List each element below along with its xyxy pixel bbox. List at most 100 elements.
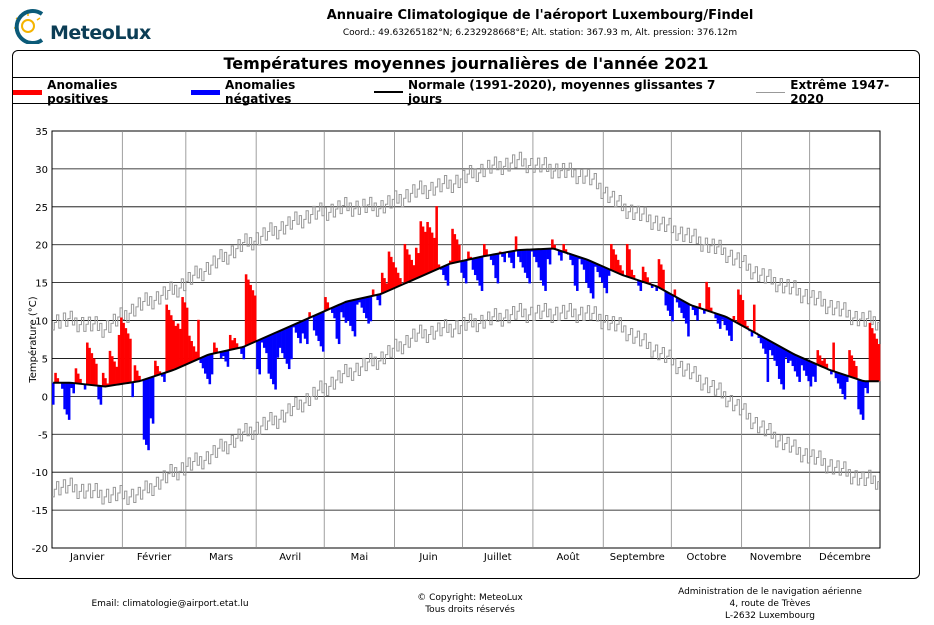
anomaly-bar-negative	[342, 302, 345, 318]
anomaly-bar-negative	[489, 254, 493, 260]
anomaly-bar-positive	[852, 360, 856, 378]
anomaly-bar-negative	[285, 327, 289, 364]
anomaly-bar-negative	[789, 352, 792, 361]
anomaly-bar-positive	[410, 259, 413, 281]
anomaly-bar-negative	[605, 268, 609, 294]
anomaly-bar-positive	[625, 243, 629, 277]
anomaly-bar-positive	[133, 365, 137, 382]
anomaly-bar-negative	[573, 255, 577, 286]
anomaly-bar-negative	[569, 254, 572, 260]
anomaly-bar-negative	[321, 311, 325, 352]
anomaly-bar-negative	[72, 383, 75, 394]
anomaly-bar-positive	[673, 289, 677, 297]
anomaly-bar-positive	[630, 269, 634, 279]
anomaly-bar-negative	[444, 265, 448, 281]
anomaly-bar-positive	[380, 272, 384, 294]
anomaly-bar-positive	[56, 378, 60, 383]
anomaly-bar-negative	[768, 340, 772, 351]
anomaly-bar-negative	[492, 254, 495, 266]
anomaly-bar-negative	[807, 360, 810, 382]
anomaly-bar-positive	[122, 322, 125, 384]
chart-frame: Températures moyennes journalières de l'…	[12, 50, 920, 579]
anomaly-bar-negative	[571, 254, 575, 266]
anomaly-bar-positive	[104, 378, 107, 387]
anomaly-bar-positive	[821, 360, 824, 367]
anomaly-bar-negative	[265, 336, 268, 354]
anomaly-bar-positive	[421, 226, 425, 276]
anomaly-bar-negative	[206, 355, 209, 379]
anomaly-bar-negative	[163, 372, 166, 382]
anomaly-bar-positive	[117, 334, 121, 385]
anomaly-bar-positive	[247, 279, 250, 345]
anomaly-bar-positive	[124, 328, 128, 384]
anomaly-bar-negative	[864, 381, 867, 389]
anomaly-bar-negative	[283, 328, 286, 359]
anomaly-bar-negative	[462, 260, 466, 279]
anomaly-bar-positive	[188, 335, 191, 364]
anomaly-bar-negative	[607, 269, 611, 276]
anomaly-bar-positive	[165, 304, 168, 373]
anomaly-bar-negative	[349, 300, 352, 326]
extreme-min-line	[52, 302, 880, 505]
anomaly-bar-negative	[730, 319, 733, 342]
chart-legend: Anomalies positives Anomalies négatives …	[13, 78, 919, 106]
anomaly-bar-positive	[387, 251, 391, 291]
anomaly-bar-negative	[603, 267, 606, 288]
anomaly-bar-negative	[337, 304, 341, 345]
y-tick-label: -10	[32, 468, 48, 479]
anomaly-bar-negative	[757, 334, 761, 338]
anomaly-bar-negative	[762, 337, 765, 349]
anomaly-bar-negative	[61, 382, 64, 389]
legend-label: Anomalies positives	[47, 78, 118, 106]
anomaly-bar-negative	[260, 338, 264, 343]
anomaly-bar-positive	[698, 303, 702, 309]
anomaly-bar-positive	[610, 243, 613, 271]
anomaly-bar-positive	[179, 328, 182, 368]
anomaly-bar-negative	[52, 382, 55, 405]
anomaly-bar-positive	[95, 363, 98, 386]
anomaly-bar-negative	[494, 254, 497, 279]
anomaly-bar-negative	[675, 297, 679, 303]
anomaly-bar-negative	[224, 350, 227, 362]
anomaly-bar-positive	[396, 272, 400, 287]
anomaly-bar-negative	[519, 249, 522, 263]
address-line: Administration de le navigation aérienne	[678, 587, 862, 597]
anomaly-bar-positive	[632, 275, 636, 279]
anomaly-bar-positive	[614, 254, 618, 273]
anomaly-bar-negative	[63, 382, 66, 410]
anomaly-bar-negative	[242, 346, 246, 360]
anomaly-bar-negative	[319, 312, 323, 347]
anomaly-bar-positive	[644, 272, 647, 283]
anomaly-bar-negative	[464, 260, 468, 284]
anomaly-bar-positive	[709, 307, 713, 312]
anomaly-bar-positive	[244, 274, 248, 346]
anomaly-bar-negative	[548, 248, 552, 265]
anomaly-bar-positive	[437, 264, 441, 269]
footer-copyright: © Copyright: MeteoLux Tous droits réservé…	[370, 592, 570, 616]
anomaly-bar-negative	[299, 321, 302, 344]
anomaly-bar-negative	[351, 300, 355, 332]
anomaly-bar-positive	[646, 277, 649, 284]
anomaly-bar-positive	[120, 317, 123, 384]
month-label: Octobre	[687, 552, 727, 563]
anomaly-bar-negative	[582, 258, 586, 270]
anomaly-bar-negative	[446, 264, 450, 286]
address-line: 4, route de Trèves	[729, 599, 811, 609]
anomaly-bar-positive	[76, 373, 80, 384]
anomaly-bar-negative	[539, 249, 543, 281]
anomaly-bar-negative	[784, 349, 788, 358]
anomaly-bar-positive	[135, 370, 139, 382]
anomaly-bar-positive	[823, 358, 826, 368]
anomaly-bar-negative	[131, 382, 134, 398]
anomaly-bar-negative	[682, 301, 686, 319]
month-label: Novembre	[750, 552, 802, 563]
month-label: Mai	[351, 552, 369, 563]
anomaly-bar-positive	[875, 338, 879, 382]
anomaly-bar-positive	[92, 358, 96, 386]
anomaly-bar-negative	[836, 372, 840, 384]
anomaly-bar-negative	[376, 294, 379, 301]
anomaly-bar-negative	[687, 303, 690, 337]
anomaly-bar-negative	[841, 374, 845, 395]
anomaly-bar-negative	[201, 357, 205, 369]
month-label: Mars	[209, 552, 233, 563]
